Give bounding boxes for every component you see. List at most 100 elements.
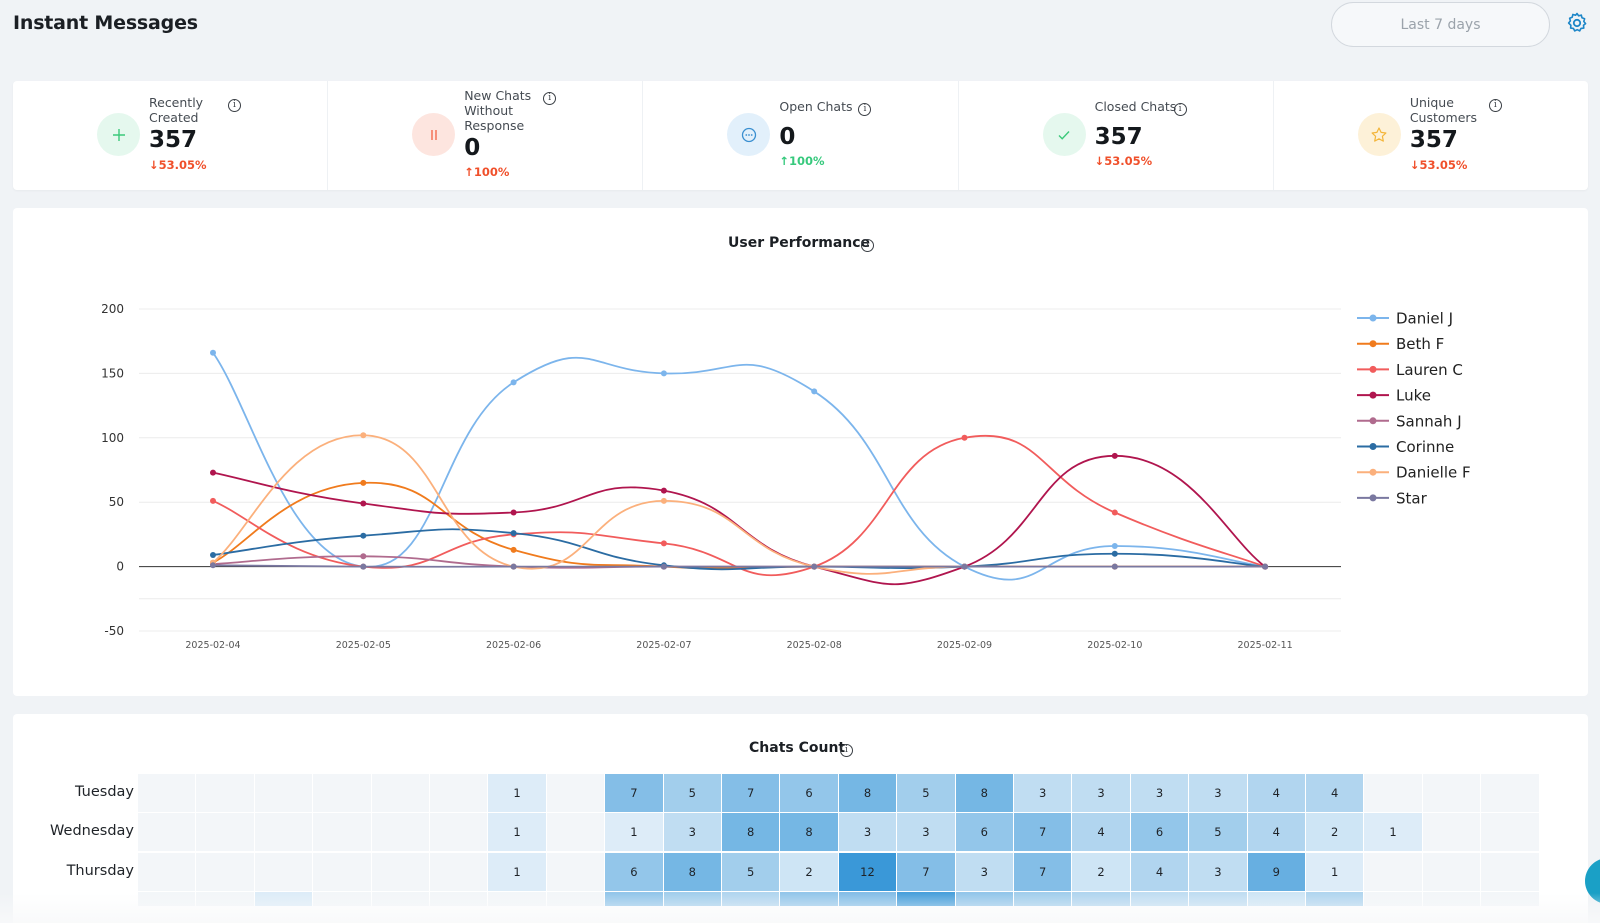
- heatmap-cell[interactable]: [313, 774, 371, 812]
- heatmap-cell[interactable]: [196, 852, 254, 891]
- heatmap-cell[interactable]: 9: [1247, 852, 1305, 891]
- chat-launcher-button[interactable]: [1585, 858, 1600, 904]
- heatmap-cell[interactable]: [138, 774, 196, 812]
- heatmap-cell[interactable]: [313, 891, 371, 906]
- heatmap-cell[interactable]: 7: [1014, 852, 1072, 891]
- heatmap-cell[interactable]: [1072, 891, 1130, 906]
- heatmap-cell[interactable]: [430, 774, 488, 812]
- heatmap-cell[interactable]: 7: [605, 774, 663, 812]
- date-range-select[interactable]: Last 7 days: [1331, 2, 1550, 47]
- legend-item-danielle-f[interactable]: Danielle F: [1357, 464, 1471, 482]
- legend-item-beth-f[interactable]: Beth F: [1357, 335, 1444, 353]
- heatmap-cell[interactable]: 4: [1247, 813, 1305, 852]
- heatmap-cell[interactable]: [1481, 891, 1539, 906]
- heatmap-cell[interactable]: 2: [780, 852, 838, 891]
- heatmap-cell[interactable]: 1: [488, 852, 546, 891]
- heatmap-cell[interactable]: 8: [663, 852, 721, 891]
- heatmap-cell[interactable]: 2: [1306, 813, 1364, 852]
- heatmap-cell[interactable]: 6: [605, 852, 663, 891]
- heatmap-cell[interactable]: 4: [1072, 813, 1130, 852]
- heatmap-cell[interactable]: 3: [838, 813, 897, 852]
- heatmap-cell[interactable]: [1247, 891, 1305, 906]
- heatmap-cell[interactable]: [1481, 852, 1539, 891]
- heatmap-cell[interactable]: 5: [663, 774, 721, 812]
- heatmap-cell[interactable]: 7: [897, 852, 955, 891]
- heatmap-cell[interactable]: [1422, 852, 1481, 891]
- legend-item-lauren-c[interactable]: Lauren C: [1357, 361, 1463, 379]
- heatmap-cell[interactable]: [196, 813, 254, 852]
- heatmap-cell[interactable]: [546, 774, 605, 812]
- info-icon[interactable]: i: [861, 239, 874, 252]
- heatmap-cell[interactable]: [722, 891, 780, 906]
- heatmap-cell[interactable]: 1: [488, 774, 546, 812]
- heatmap-cell[interactable]: 7: [722, 774, 780, 812]
- heatmap-cell[interactable]: [196, 891, 254, 906]
- heatmap-cell[interactable]: 2: [1072, 852, 1130, 891]
- heatmap-cell[interactable]: 3: [1189, 774, 1247, 812]
- heatmap-cell[interactable]: [371, 774, 429, 812]
- heatmap-cell[interactable]: 5: [722, 852, 780, 891]
- heatmap-cell[interactable]: [196, 774, 254, 812]
- heatmap-cell[interactable]: 1: [1306, 852, 1364, 891]
- heatmap-cell[interactable]: [1481, 774, 1539, 812]
- heatmap-cell[interactable]: 7: [1014, 813, 1072, 852]
- heatmap-cell[interactable]: 1: [1364, 813, 1422, 852]
- legend-item-daniel-j[interactable]: Daniel J: [1357, 310, 1453, 328]
- heatmap-cell[interactable]: [1422, 891, 1481, 906]
- legend-item-corinne[interactable]: Corinne: [1357, 438, 1454, 456]
- heatmap-cell[interactable]: [254, 774, 313, 812]
- heatmap-cell[interactable]: [838, 891, 897, 906]
- heatmap-cell[interactable]: [138, 891, 196, 906]
- heatmap-cell[interactable]: [897, 891, 955, 906]
- heatmap-cell[interactable]: [1422, 774, 1481, 812]
- heatmap-cell[interactable]: 3: [1072, 774, 1130, 812]
- heatmap-cell[interactable]: [1364, 774, 1422, 812]
- heatmap-cell[interactable]: 3: [955, 852, 1013, 891]
- heatmap-cell[interactable]: 3: [897, 813, 955, 852]
- heatmap-cell[interactable]: [605, 891, 663, 906]
- heatmap-cell[interactable]: [1364, 852, 1422, 891]
- heatmap-cell[interactable]: 8: [955, 774, 1013, 812]
- heatmap-cell[interactable]: 1: [488, 813, 546, 852]
- heatmap-cell[interactable]: [371, 813, 429, 852]
- info-icon[interactable]: i: [1173, 103, 1187, 116]
- heatmap-cell[interactable]: [371, 852, 429, 891]
- legend-item-star[interactable]: Star: [1357, 489, 1428, 507]
- heatmap-cell[interactable]: [1364, 891, 1422, 906]
- heatmap-cell[interactable]: 3: [1189, 852, 1247, 891]
- info-icon[interactable]: i: [543, 92, 557, 105]
- legend-item-sannah-j[interactable]: Sannah J: [1357, 412, 1462, 430]
- heatmap-cell[interactable]: 4: [1130, 852, 1189, 891]
- heatmap-cell[interactable]: [1189, 891, 1247, 906]
- heatmap-cell[interactable]: 3: [1014, 774, 1072, 812]
- heatmap-cell[interactable]: [780, 891, 838, 906]
- heatmap-cell[interactable]: 8: [780, 813, 838, 852]
- heatmap-cell[interactable]: 1: [605, 813, 663, 852]
- heatmap-cell[interactable]: [371, 891, 429, 906]
- heatmap-cell[interactable]: [546, 813, 605, 852]
- heatmap-cell[interactable]: 6: [1130, 813, 1189, 852]
- heatmap-cell[interactable]: 6: [955, 813, 1013, 852]
- heatmap-cell[interactable]: 12: [838, 852, 897, 891]
- heatmap-cell[interactable]: [1481, 813, 1539, 852]
- heatmap-cell[interactable]: [254, 852, 313, 891]
- heatmap-cell[interactable]: [313, 852, 371, 891]
- heatmap-cell[interactable]: [430, 813, 488, 852]
- heatmap-cell[interactable]: [1422, 813, 1481, 852]
- heatmap-cell[interactable]: 4: [1306, 774, 1364, 812]
- heatmap-cell[interactable]: 8: [838, 774, 897, 812]
- heatmap-cell[interactable]: [1130, 891, 1189, 906]
- heatmap-cell[interactable]: [1306, 891, 1364, 906]
- heatmap-cell[interactable]: 8: [722, 813, 780, 852]
- heatmap-cell[interactable]: [254, 813, 313, 852]
- gear-icon[interactable]: [1565, 11, 1589, 35]
- heatmap-cell[interactable]: 4: [1247, 774, 1305, 812]
- heatmap-cell[interactable]: 5: [897, 774, 955, 812]
- info-icon[interactable]: i: [858, 103, 872, 116]
- heatmap-cell[interactable]: 6: [780, 774, 838, 812]
- heatmap-cell[interactable]: [546, 891, 605, 906]
- heatmap-cell[interactable]: [546, 852, 605, 891]
- info-icon[interactable]: i: [228, 99, 241, 112]
- heatmap-cell[interactable]: [430, 891, 488, 906]
- heatmap-cell[interactable]: [488, 891, 546, 906]
